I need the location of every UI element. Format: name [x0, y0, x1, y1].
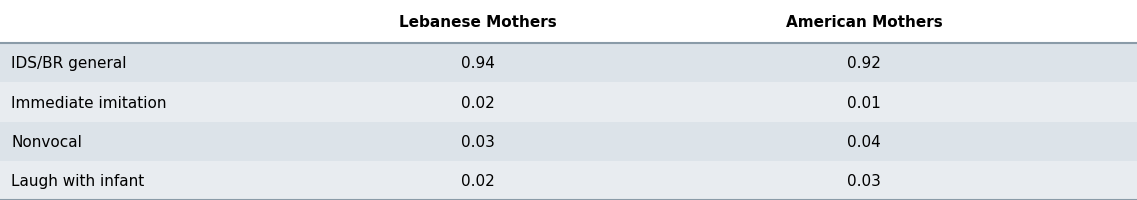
Text: 0.02: 0.02: [460, 95, 495, 110]
Text: 0.94: 0.94: [460, 56, 495, 71]
Text: 0.03: 0.03: [460, 134, 495, 149]
Bar: [0, 44, 1137, 83]
Text: 0.03: 0.03: [847, 173, 881, 188]
Text: Nonvocal: Nonvocal: [11, 134, 82, 149]
Bar: [0, 161, 1137, 200]
Text: American Mothers: American Mothers: [786, 15, 943, 29]
Text: Lebanese Mothers: Lebanese Mothers: [399, 15, 556, 29]
Text: 0.04: 0.04: [847, 134, 881, 149]
Bar: [0, 122, 1137, 161]
Bar: [0, 83, 1137, 122]
Text: Immediate imitation: Immediate imitation: [11, 95, 167, 110]
Text: 0.92: 0.92: [847, 56, 881, 71]
Text: IDS/BR general: IDS/BR general: [11, 56, 127, 71]
Bar: [0, 0, 1137, 44]
Text: 0.01: 0.01: [847, 95, 881, 110]
Text: Laugh with infant: Laugh with infant: [11, 173, 144, 188]
Text: 0.02: 0.02: [460, 173, 495, 188]
